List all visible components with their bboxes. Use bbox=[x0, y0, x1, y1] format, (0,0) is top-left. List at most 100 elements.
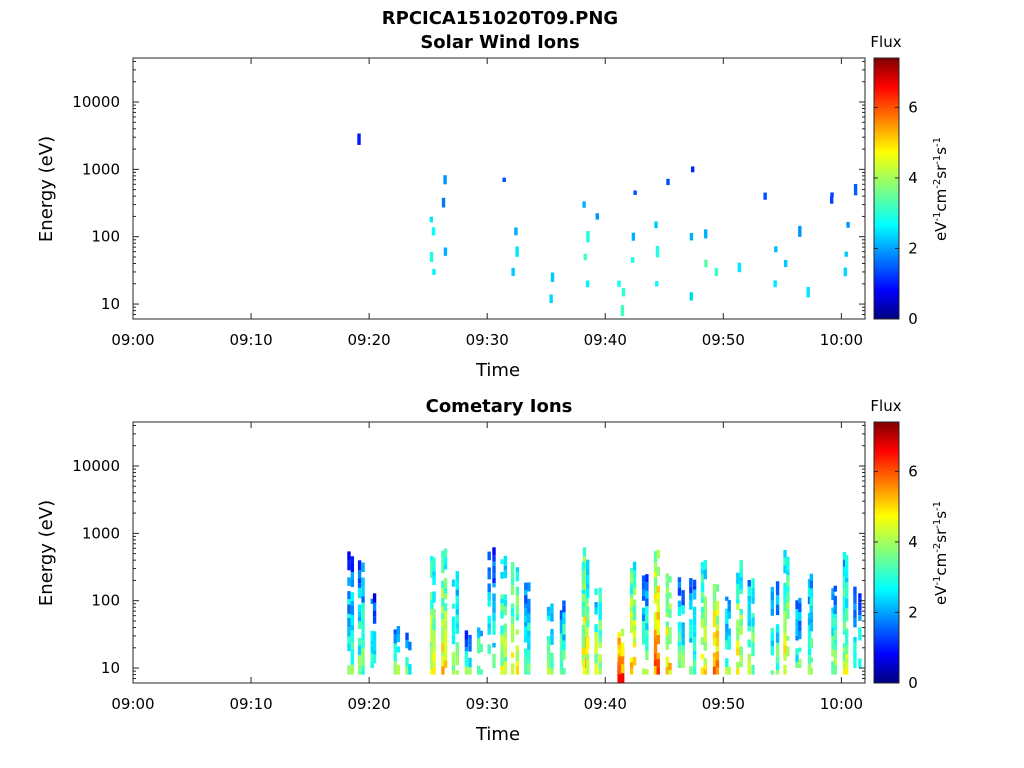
heatmap-cell bbox=[350, 579, 355, 588]
heatmap-cell bbox=[858, 602, 862, 611]
heatmap-cell bbox=[585, 636, 590, 642]
heatmap-cell bbox=[559, 644, 564, 653]
heatmap-cell bbox=[783, 618, 787, 626]
heatmap-cell bbox=[468, 645, 472, 652]
heatmap-cell bbox=[747, 601, 751, 611]
heatmap-cell bbox=[347, 617, 351, 628]
heatmap-cell bbox=[844, 667, 849, 675]
heatmap-cell bbox=[510, 562, 515, 571]
heatmap-cell bbox=[751, 613, 755, 618]
heatmap-cell bbox=[476, 647, 481, 654]
heatmap-cell bbox=[581, 584, 586, 590]
heatmap-cell bbox=[524, 626, 528, 636]
heatmap-cell bbox=[350, 615, 355, 626]
heatmap-cell bbox=[842, 669, 847, 675]
heatmap-cell bbox=[372, 631, 377, 640]
heatmap-cell bbox=[807, 648, 812, 656]
heatmap-cell bbox=[503, 647, 508, 657]
heatmap-cell bbox=[795, 635, 799, 641]
heatmap-cell bbox=[430, 592, 434, 601]
heatmap-cell bbox=[430, 669, 434, 675]
x-axis-label: Time bbox=[475, 360, 520, 381]
heatmap-cell bbox=[347, 627, 351, 637]
heatmap-cell bbox=[515, 614, 520, 621]
heatmap-cell bbox=[677, 646, 682, 652]
x-tick-label: 09:40 bbox=[584, 331, 627, 349]
heatmap-cell bbox=[736, 603, 740, 610]
heatmap-cell bbox=[432, 597, 436, 603]
heatmap-cell bbox=[550, 272, 555, 283]
heatmap-cell bbox=[809, 588, 814, 598]
heatmap-cell bbox=[350, 600, 355, 606]
heatmap-cell bbox=[703, 658, 707, 665]
heatmap-cell bbox=[692, 659, 697, 667]
heatmap-cell bbox=[370, 640, 374, 646]
heatmap-cell bbox=[515, 246, 519, 257]
heatmap-cell bbox=[455, 595, 459, 604]
heatmap-cell bbox=[492, 642, 496, 648]
heatmap-cell bbox=[770, 632, 774, 641]
heatmap-cell bbox=[430, 561, 434, 571]
heatmap-cell bbox=[844, 608, 849, 615]
heatmap-cell bbox=[527, 582, 531, 592]
heatmap-cell bbox=[443, 630, 448, 638]
heatmap-cell bbox=[441, 606, 445, 614]
heatmap-cell bbox=[831, 613, 835, 619]
heatmap-cell bbox=[809, 657, 814, 663]
x-tick-label: 09:30 bbox=[466, 331, 509, 349]
heatmap-cell bbox=[632, 605, 637, 614]
heatmap-cell bbox=[405, 639, 409, 649]
heatmap-cell bbox=[598, 635, 602, 643]
heatmap-cell bbox=[783, 611, 787, 619]
heatmap-cell bbox=[645, 668, 649, 675]
heatmap-cell bbox=[798, 625, 802, 632]
heatmap-cell bbox=[784, 259, 788, 268]
heatmap-cell bbox=[527, 644, 531, 650]
heatmap-cell bbox=[833, 629, 837, 640]
heatmap-cell bbox=[715, 609, 720, 616]
heatmap-cell bbox=[598, 654, 602, 663]
heatmap-cell bbox=[455, 628, 459, 634]
x-tick-label: 09:00 bbox=[111, 331, 154, 349]
heatmap-cell bbox=[858, 597, 862, 603]
heatmap-cell bbox=[681, 590, 685, 601]
heatmap-cell bbox=[641, 607, 646, 615]
heatmap-cell bbox=[692, 606, 697, 616]
heatmap-cell bbox=[809, 667, 814, 675]
heatmap-cell bbox=[487, 572, 491, 580]
heatmap-cell bbox=[656, 612, 660, 620]
heatmap-cell bbox=[515, 629, 520, 635]
heatmap-cell bbox=[361, 626, 365, 634]
heatmap-cell bbox=[833, 618, 837, 626]
heatmap-cell bbox=[524, 656, 528, 666]
heatmap-cell bbox=[703, 569, 707, 580]
heatmap-cell bbox=[357, 578, 362, 584]
heatmap-cell bbox=[689, 666, 693, 675]
heatmap-cell bbox=[786, 585, 790, 593]
heatmap-cell bbox=[510, 668, 515, 675]
heatmap-cell bbox=[443, 175, 447, 185]
heatmap-cell bbox=[842, 551, 847, 560]
heatmap-cell bbox=[441, 197, 446, 208]
heatmap-cell bbox=[844, 654, 849, 659]
heatmap-cell bbox=[747, 610, 751, 620]
heatmap-cell bbox=[370, 630, 374, 641]
heatmap-cell bbox=[443, 645, 448, 650]
heatmap-cell bbox=[487, 567, 491, 573]
heatmap-cell bbox=[645, 590, 649, 599]
heatmap-cell bbox=[594, 645, 598, 654]
heatmap-cell bbox=[807, 596, 812, 605]
heatmap-cell bbox=[703, 617, 707, 627]
heatmap-cell bbox=[350, 658, 355, 665]
heatmap-cell bbox=[464, 651, 469, 660]
heatmap-cell bbox=[656, 619, 660, 628]
heatmap-cell bbox=[786, 556, 790, 566]
heatmap-cell bbox=[770, 646, 774, 656]
heatmap-cell bbox=[515, 661, 520, 666]
x-axis-label: Time bbox=[475, 724, 520, 745]
heatmap-cell bbox=[357, 645, 362, 656]
heatmap-cell bbox=[703, 669, 707, 675]
heatmap-cell bbox=[844, 645, 849, 655]
panel-solar-wind-ions: Solar Wind Ions 09:00 09:10 09:20 09:30 09:4… bbox=[36, 32, 950, 381]
heatmap-cell bbox=[715, 638, 720, 647]
